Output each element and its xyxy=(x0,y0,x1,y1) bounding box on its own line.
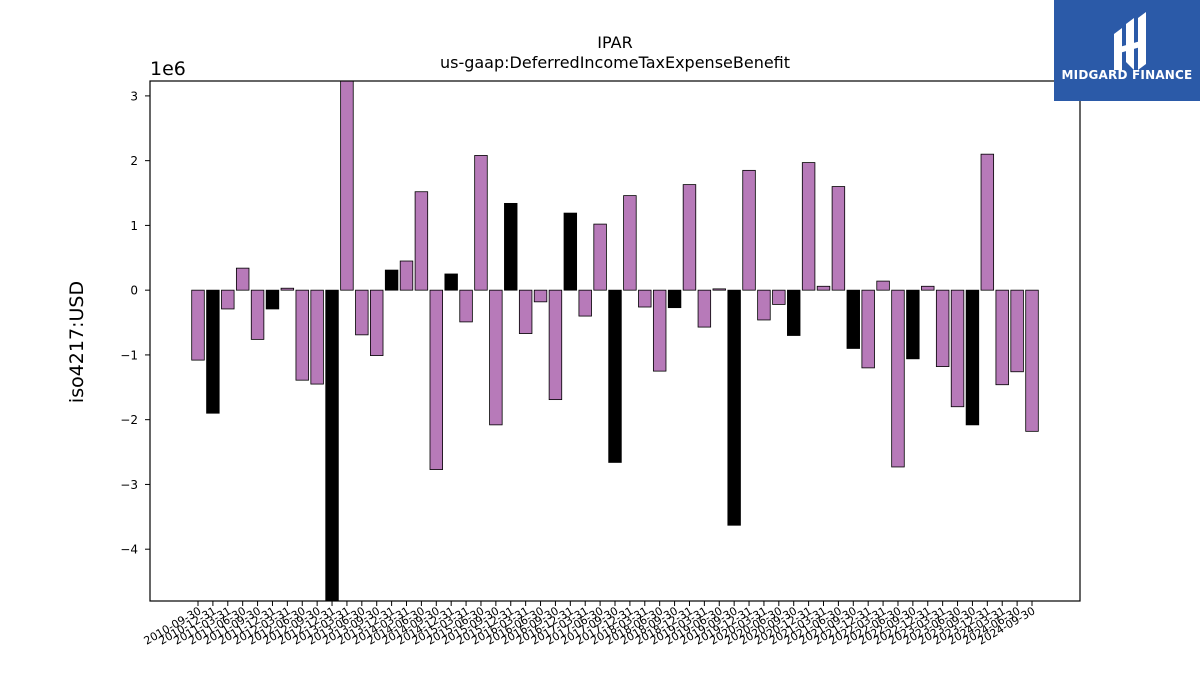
bar-2012-03-31 xyxy=(280,287,295,291)
bars-group xyxy=(191,80,1039,602)
chart-title: IPAR xyxy=(597,33,632,52)
y-tick-label: 2 xyxy=(130,154,138,168)
bar-2016-12-31 xyxy=(563,212,578,291)
bar-2015-03-31 xyxy=(459,289,473,323)
bar-2014-06-30 xyxy=(414,191,429,291)
bar-2013-09-30 xyxy=(370,289,384,356)
bar-2022-09-30 xyxy=(906,289,920,360)
y-tick-label: −3 xyxy=(120,478,138,492)
bar-2021-12-31 xyxy=(861,289,875,369)
bar-2024-06-30 xyxy=(1010,289,1024,373)
bar-2019-03-31 xyxy=(697,289,712,328)
bar-2012-12-31 xyxy=(325,289,339,602)
bar-2024-09-30 xyxy=(1025,289,1039,432)
bar-2015-06-30 xyxy=(474,155,488,291)
bar-2013-12-31 xyxy=(384,269,399,291)
plot-frame xyxy=(149,80,1081,602)
y-tick-label: −4 xyxy=(120,543,138,557)
bar-2017-03-31 xyxy=(578,289,592,317)
bar-2020-03-31 xyxy=(757,289,771,321)
bar-2018-03-31 xyxy=(638,289,652,308)
bar-2022-12-31 xyxy=(921,285,935,291)
bar-2013-03-31 xyxy=(340,80,354,291)
bar-2014-09-30 xyxy=(429,289,443,470)
bar-2016-06-30 xyxy=(533,289,548,303)
bar-2018-06-30 xyxy=(652,289,667,372)
bar-2023-03-31 xyxy=(935,289,950,367)
bar-2019-12-31 xyxy=(742,169,756,291)
bar-2019-09-30 xyxy=(727,289,741,526)
bar-2016-09-30 xyxy=(548,289,563,401)
bar-2021-06-30 xyxy=(831,186,846,291)
y-ticks-group: −4 −3 −2 −1 0 1 2 3 xyxy=(120,89,150,557)
bar-2014-12-31 xyxy=(444,273,458,291)
y-axis-label: iso4217:USD xyxy=(66,281,88,403)
bar-2011-03-31 xyxy=(221,289,235,310)
bar-2017-12-31 xyxy=(623,195,637,291)
bar-2023-12-31 xyxy=(980,153,995,291)
bar-2011-06-30 xyxy=(235,267,250,291)
bar-2017-06-30 xyxy=(593,223,607,291)
bar-2023-06-30 xyxy=(950,289,965,408)
bar-2021-09-30 xyxy=(846,289,860,349)
bar-2011-12-31 xyxy=(265,289,280,310)
y-tick-label: −2 xyxy=(120,413,138,427)
y-tick-label: −1 xyxy=(120,348,138,362)
bar-2012-09-30 xyxy=(310,289,324,385)
bar-2023-09-30 xyxy=(965,289,980,426)
bar-2020-12-31 xyxy=(801,162,816,291)
bar-2011-09-30 xyxy=(250,289,265,340)
x-ticks-group: 2010-09-302010-12-312011-03-312011-06-30… xyxy=(142,601,1038,648)
bar-2015-12-31 xyxy=(504,202,518,291)
bar-2019-06-30 xyxy=(712,288,726,291)
bar-2022-03-31 xyxy=(876,280,890,291)
bar-2021-03-31 xyxy=(816,285,831,291)
bar-2020-09-30 xyxy=(787,289,801,336)
bar-2024-03-31 xyxy=(995,289,1009,386)
y-offset-text: 1e6 xyxy=(150,58,186,80)
y-tick-label: 1 xyxy=(130,219,138,233)
y-tick-label: 0 xyxy=(130,284,138,298)
bar-2022-06-30 xyxy=(891,289,905,468)
logo-text: MIDGARD FINANCE xyxy=(1061,68,1193,82)
bar-2010-12-31 xyxy=(206,289,220,414)
bar-2010-09-30 xyxy=(191,289,205,361)
bar-2017-09-30 xyxy=(608,289,622,463)
bar-2016-03-31 xyxy=(518,289,533,334)
bar-2018-09-30 xyxy=(667,289,682,309)
brand-logo: MIDGARD FINANCE xyxy=(1054,0,1200,101)
bar-2013-06-30 xyxy=(355,289,369,336)
bar-2020-06-30 xyxy=(772,289,786,305)
logo-mark-icon xyxy=(1114,12,1146,70)
bar-2018-12-31 xyxy=(682,184,697,291)
bar-2014-03-31 xyxy=(399,260,414,291)
y-tick-label: 3 xyxy=(130,89,138,103)
chart-subtitle: us-gaap:DeferredIncomeTaxExpenseBenefit xyxy=(440,53,790,72)
bar-2012-06-30 xyxy=(295,289,309,381)
bar-2015-09-30 xyxy=(489,289,503,426)
